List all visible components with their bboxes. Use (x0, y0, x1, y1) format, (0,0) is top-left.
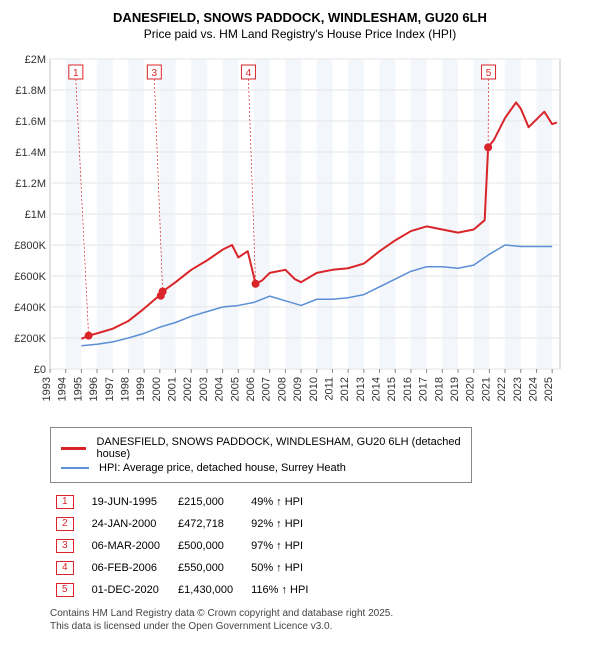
svg-text:1999: 1999 (135, 377, 147, 401)
svg-text:2013: 2013 (355, 377, 367, 401)
svg-text:£200K: £200K (14, 333, 46, 345)
svg-text:2009: 2009 (292, 377, 304, 401)
price-chart: £0 £200K £400K £600K £800K £1M £1.2M £1.4M £1.6M… (10, 49, 570, 419)
table-row: 224-JAN-2000£472,71892% ↑ HPI (50, 513, 320, 535)
chart-subtitle: Price paid vs. HM Land Registry's House … (10, 27, 590, 41)
svg-text:2002: 2002 (182, 377, 194, 401)
transactions-table: 119-JUN-1995£215,00049% ↑ HPI224-JAN-200… (50, 491, 320, 601)
table-row: 406-FEB-2006£550,00050% ↑ HPI (50, 557, 320, 579)
svg-text:3: 3 (152, 68, 158, 79)
svg-text:4: 4 (246, 68, 252, 79)
table-row: 501-DEC-2020£1,430,000116% ↑ HPI (50, 579, 320, 601)
svg-text:£800K: £800K (14, 240, 46, 252)
legend-item: DANESFIELD, SNOWS PADDOCK, WINDLESHAM, G… (61, 436, 461, 460)
legend: DANESFIELD, SNOWS PADDOCK, WINDLESHAM, G… (50, 427, 472, 483)
table-row: 119-JUN-1995£215,00049% ↑ HPI (50, 491, 320, 513)
svg-text:£0: £0 (34, 364, 46, 376)
svg-text:1997: 1997 (104, 377, 116, 401)
svg-text:£1.8M: £1.8M (15, 85, 46, 97)
svg-text:2011: 2011 (323, 377, 335, 401)
table-row: 306-MAR-2000£500,00097% ↑ HPI (50, 535, 320, 557)
footer-attribution: Contains HM Land Registry data © Crown c… (50, 607, 590, 633)
marker-badge: 3 (56, 539, 74, 553)
svg-text:1993: 1993 (41, 377, 53, 401)
svg-text:2016: 2016 (402, 377, 414, 401)
svg-text:2001: 2001 (167, 377, 179, 401)
svg-text:2025: 2025 (543, 377, 555, 401)
svg-text:£2M: £2M (25, 54, 46, 66)
svg-text:2000: 2000 (151, 377, 163, 401)
svg-text:2019: 2019 (449, 377, 461, 401)
svg-text:2007: 2007 (261, 377, 273, 401)
chart-title: DANESFIELD, SNOWS PADDOCK, WINDLESHAM, G… (10, 10, 590, 25)
svg-text:£600K: £600K (14, 271, 46, 283)
marker-badge: 2 (56, 517, 74, 531)
svg-text:2017: 2017 (418, 377, 430, 401)
svg-text:2021: 2021 (480, 377, 492, 401)
svg-text:2022: 2022 (496, 377, 508, 401)
svg-text:2008: 2008 (276, 377, 288, 401)
marker-badge: 1 (56, 495, 74, 509)
svg-text:1995: 1995 (72, 377, 84, 401)
svg-text:2004: 2004 (214, 377, 226, 401)
svg-text:2010: 2010 (308, 377, 320, 401)
svg-text:1994: 1994 (57, 377, 69, 401)
svg-text:£1M: £1M (25, 209, 46, 221)
svg-text:2014: 2014 (371, 377, 383, 401)
svg-text:2024: 2024 (527, 377, 539, 401)
svg-text:2012: 2012 (339, 377, 351, 401)
svg-text:£1.4M: £1.4M (15, 147, 46, 159)
svg-text:2003: 2003 (198, 377, 210, 401)
svg-text:1: 1 (73, 68, 79, 79)
legend-item: HPI: Average price, detached house, Surr… (61, 462, 461, 474)
svg-text:2023: 2023 (512, 377, 524, 401)
svg-text:5: 5 (486, 68, 492, 79)
svg-text:1996: 1996 (88, 377, 100, 401)
marker-badge: 4 (56, 561, 74, 575)
svg-text:2018: 2018 (433, 377, 445, 401)
svg-text:1998: 1998 (119, 377, 131, 401)
marker-badge: 5 (56, 583, 74, 597)
svg-text:£400K: £400K (14, 302, 46, 314)
svg-text:2006: 2006 (245, 377, 257, 401)
svg-text:2015: 2015 (386, 377, 398, 401)
svg-text:2005: 2005 (229, 377, 241, 401)
svg-text:£1.6M: £1.6M (15, 116, 46, 128)
svg-text:2020: 2020 (465, 377, 477, 401)
svg-text:£1.2M: £1.2M (15, 178, 46, 190)
